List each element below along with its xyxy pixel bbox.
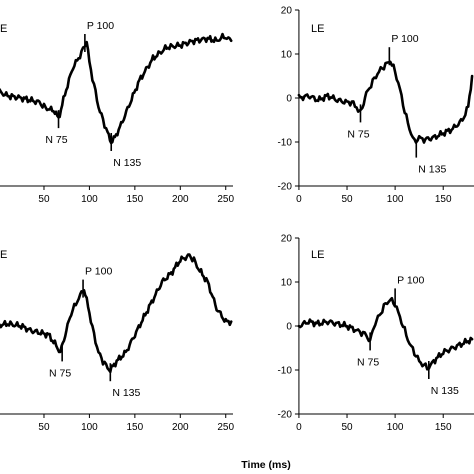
- peak-label: P 100: [87, 20, 114, 32]
- panel-top-left: E 50 100 150 200 250 N 75 P 100 N 135: [0, 20, 235, 205]
- peak-label: N 135: [418, 164, 446, 176]
- y-tick-label: 10: [281, 278, 293, 289]
- x-tick-label: 250: [217, 422, 234, 433]
- x-tick-label: 100: [387, 422, 404, 433]
- panel-label: E: [0, 249, 7, 261]
- y-tick-label: -20: [277, 410, 292, 421]
- x-tick-label: 50: [38, 422, 50, 433]
- x-tick-label: 200: [172, 422, 189, 433]
- peak-label: P 100: [397, 274, 424, 286]
- panel-label: LE: [311, 23, 324, 35]
- y-tick-label: 0: [286, 94, 292, 105]
- x-tick-label: 150: [435, 194, 452, 205]
- panel-label: E: [0, 23, 7, 35]
- waveform-line: [297, 60, 474, 144]
- peak-label: N 75: [49, 367, 71, 379]
- peak-label: N 75: [347, 128, 369, 140]
- peak-label: N 75: [357, 356, 379, 368]
- y-tick-label: -20: [277, 182, 292, 193]
- y-tick-label: 0: [286, 322, 292, 333]
- x-axis-label: Time (ms): [241, 459, 290, 471]
- y-tick-label: -10: [277, 366, 292, 377]
- y-tick-label: -10: [277, 138, 292, 149]
- x-tick-label: 100: [81, 422, 98, 433]
- x-tick-label: 50: [341, 194, 353, 205]
- x-tick-label: 200: [172, 194, 189, 205]
- x-tick-label: 0: [296, 194, 302, 205]
- peak-label: N 135: [431, 385, 459, 397]
- x-tick-label: 50: [38, 194, 50, 205]
- x-tick-label: 50: [341, 422, 353, 433]
- peak-label: N 135: [112, 387, 140, 399]
- x-tick-label: 150: [435, 422, 452, 433]
- panel-label: LE: [311, 249, 324, 261]
- x-tick-label: 0: [296, 422, 302, 433]
- y-tick-label: 20: [281, 6, 293, 17]
- x-tick-label: 150: [127, 422, 144, 433]
- waveform-line: [297, 296, 474, 371]
- y-tick-label: 10: [281, 50, 293, 61]
- x-tick-label: 100: [81, 194, 98, 205]
- waveform-line: [0, 32, 233, 145]
- x-tick-label: 250: [217, 194, 234, 205]
- x-tick-label: 150: [127, 194, 144, 205]
- peak-label: N 75: [45, 134, 67, 146]
- peak-label: P 100: [85, 266, 112, 278]
- panel-bottom-left: E 50 100 150 200 250 N 75 P 100 N 135: [0, 249, 235, 433]
- waveform-line: [0, 253, 233, 374]
- y-tick-label: 20: [281, 234, 293, 245]
- peak-label: P 100: [391, 33, 418, 45]
- x-tick-label: 100: [387, 194, 404, 205]
- peak-label: N 135: [113, 157, 141, 169]
